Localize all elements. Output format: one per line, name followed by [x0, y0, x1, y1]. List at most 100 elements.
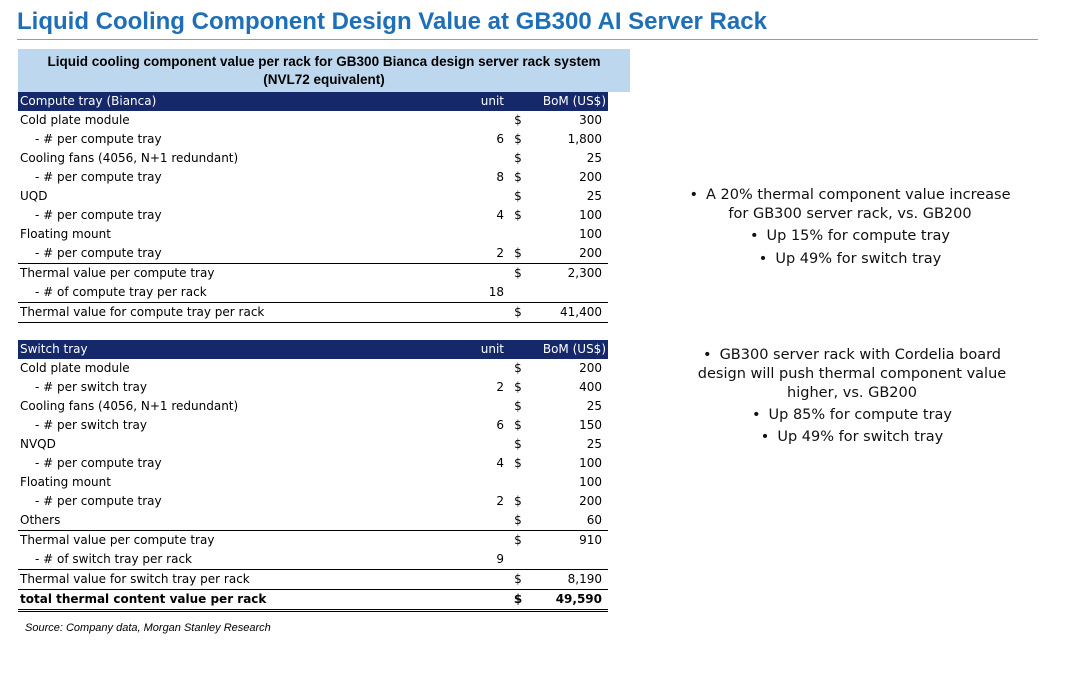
row-label: - # of compute tray per rack [35, 285, 207, 299]
row-unit: 4 [496, 456, 504, 470]
table-row: - # of switch tray per rack 9 [18, 550, 608, 569]
compute-header-bom: BoM (US$) [542, 94, 606, 108]
row-value: 41,400 [560, 305, 602, 319]
table-row: - # per compute tray 4 $100 [18, 206, 608, 225]
row-value: 100 [579, 456, 602, 470]
row-label: UQD [20, 189, 48, 203]
row-currency: $ [514, 418, 522, 432]
row-label: Cooling fans (4056, N+1 redundant) [20, 151, 239, 165]
row-currency: $ [514, 533, 522, 547]
row-currency: $ [514, 572, 522, 586]
table-row: - # of compute tray per rack 18 [18, 283, 608, 302]
title-divider [17, 39, 1038, 40]
switch-table-header: Switch tray unit BoM (US$) [18, 340, 608, 359]
row-currency: $ [514, 189, 522, 203]
row-currency: $ [514, 380, 522, 394]
row-label: Thermal value for compute tray per rack [20, 305, 265, 319]
compute-header-unit: unit [480, 94, 504, 108]
row-unit: 2 [496, 494, 504, 508]
row-value: 200 [579, 494, 602, 508]
row-label: Cold plate module [20, 113, 130, 127]
bullet-icon: • [760, 429, 770, 445]
row-label: NVQD [20, 437, 56, 451]
bullet-icon: • [758, 251, 768, 267]
row-currency: $ [514, 246, 522, 260]
row-value: 2,300 [567, 266, 602, 280]
row-currency: $ [514, 399, 522, 413]
table-row: Thermal value per compute tray $910 [18, 530, 608, 550]
row-unit: 2 [496, 380, 504, 394]
row-unit: 2 [496, 246, 504, 260]
note2-main-line2: design will push thermal component value [697, 366, 1007, 382]
row-label: - # of switch tray per rack [35, 552, 193, 566]
row-unit: 9 [496, 552, 504, 566]
row-label: Cooling fans (4056, N+1 redundant) [20, 399, 239, 413]
bullet-icon: • [689, 187, 699, 203]
notes-block-1: • A 20% thermal component value increase … [660, 186, 1040, 269]
row-currency: $ [514, 456, 522, 470]
page-title: Liquid Cooling Component Design Value at… [17, 8, 767, 35]
row-label: - # per compute tray [35, 494, 162, 508]
table-row: Cooling fans (4056, N+1 redundant) $25 [18, 397, 608, 416]
row-currency: $ [514, 266, 522, 280]
table-row: - # per compute tray 6 $1,800 [18, 130, 608, 149]
row-label: - # per compute tray [35, 170, 162, 184]
note1-sub1: Up 15% for compute tray [766, 228, 951, 244]
row-value: 300 [579, 113, 602, 127]
row-value: 25 [586, 189, 602, 203]
row-value: 25 [586, 151, 602, 165]
row-label: Floating mount [20, 475, 111, 489]
note1-main-line2: for GB300 server rack, vs. GB200 [728, 206, 972, 222]
table-row: Thermal value per compute tray $2,300 [18, 263, 608, 283]
table-title-line2: (NVL72 equivalent) [263, 72, 385, 87]
row-currency: $ [514, 151, 522, 165]
note2-sub1: Up 85% for compute tray [768, 407, 953, 423]
row-currency: $ [514, 513, 522, 527]
row-value: 60 [586, 513, 602, 527]
row-value: 150 [579, 418, 602, 432]
table-row: - # per compute tray 4 $100 [18, 454, 608, 473]
table-row: Cold plate module $200 [18, 359, 608, 378]
row-currency: $ [514, 305, 522, 319]
row-value: 200 [579, 361, 602, 375]
note2-main-line1: GB300 server rack with Cordelia board [719, 347, 1001, 363]
row-value: 400 [579, 380, 602, 394]
switch-header-label: Switch tray [20, 342, 88, 356]
table-row: NVQD $25 [18, 435, 608, 454]
row-label: Thermal value for switch tray per rack [20, 572, 250, 586]
row-value: 910 [579, 533, 602, 547]
note1-main-line1: A 20% thermal component value increase [706, 187, 1011, 203]
row-value: 200 [579, 246, 602, 260]
table-title: Liquid cooling component value per rack … [18, 49, 630, 92]
row-unit: 6 [496, 418, 504, 432]
row-currency: $ [513, 592, 523, 606]
bullet-icon: • [703, 347, 712, 363]
row-unit: 18 [488, 285, 504, 299]
row-label: Thermal value per compute tray [20, 266, 215, 280]
row-value: 25 [586, 437, 602, 451]
table-row: Thermal value for compute tray per rack $… [18, 302, 608, 323]
switch-header-bom: BoM (US$) [542, 342, 606, 356]
row-label: - # per compute tray [35, 246, 162, 260]
table-row: - # per compute tray 8 $200 [18, 168, 608, 187]
table-row: UQD $25 [18, 187, 608, 206]
table-row: Cooling fans (4056, N+1 redundant) $25 [18, 149, 608, 168]
compute-table-header: Compute tray (Bianca) unit BoM (US$) [18, 92, 608, 111]
note2-main-line3: higher, vs. GB200 [787, 385, 917, 401]
row-value: 100 [579, 208, 602, 222]
switch-header-unit: unit [480, 342, 504, 356]
table-row: Floating mount 100 [18, 473, 608, 492]
row-value: 25 [586, 399, 602, 413]
switch-tray-table: Switch tray unit BoM (US$) Cold plate mo… [18, 340, 608, 612]
row-currency: $ [514, 208, 522, 222]
bullet-icon: • [751, 407, 761, 423]
table-row: Thermal value for switch tray per rack $8… [18, 569, 608, 589]
row-currency: $ [514, 132, 522, 146]
note1-sub2: Up 49% for switch tray [775, 251, 942, 267]
row-value: 200 [579, 170, 602, 184]
source-note: Source: Company data, Morgan Stanley Res… [25, 622, 271, 634]
row-unit: 4 [496, 208, 504, 222]
row-unit: 8 [496, 170, 504, 184]
note2-sub2: Up 49% for switch tray [777, 429, 944, 445]
table-title-line1: Liquid cooling component value per rack … [47, 54, 601, 69]
